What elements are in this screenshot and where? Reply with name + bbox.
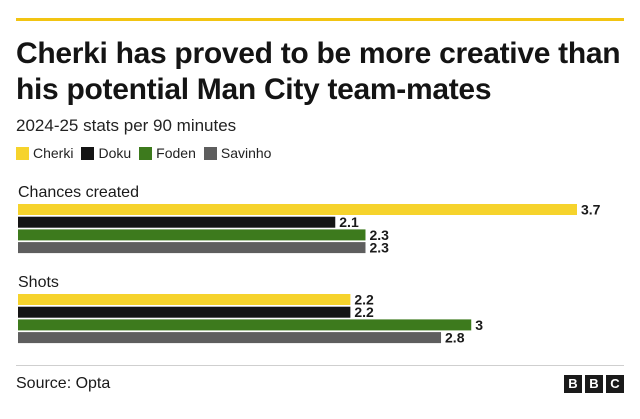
legend-label-cherki: Cherki	[33, 145, 74, 161]
source-note: Source: Opta	[16, 375, 111, 392]
legend-swatch-doku	[81, 146, 95, 160]
group-label-chances-created: Chances created	[18, 184, 139, 201]
value-label-shots-foden: 3	[475, 317, 483, 333]
chart-subtitle: 2024-25 stats per 90 minutes	[16, 116, 237, 135]
value-label-chances-created-doku: 2.1	[339, 214, 359, 230]
legend-item-foden: Foden	[139, 145, 196, 161]
legend-item-cherki: Cherki	[16, 145, 73, 161]
legend-item-doku: Doku	[81, 145, 131, 161]
value-label-shots-savinho: 2.8	[445, 330, 465, 346]
bar-shots-cherki	[18, 294, 351, 305]
bbc-logo-letter-3: C	[606, 375, 624, 393]
value-label-chances-created-foden: 2.3	[369, 227, 389, 243]
bar-shots-foden	[18, 319, 472, 331]
legend-label-doku: Doku	[98, 145, 132, 161]
legend-swatch-foden	[139, 146, 153, 160]
footer-divider	[16, 365, 624, 366]
group-label-shots: Shots	[18, 274, 59, 291]
bar-chances-created-cherki	[18, 204, 577, 215]
legend-swatch-savinho	[203, 146, 217, 160]
value-label-chances-created-savinho: 2.3	[369, 240, 389, 256]
bar-chances-created-foden	[18, 229, 366, 241]
value-label-chances-created-cherki: 3.7	[581, 202, 601, 218]
bbc-logo-letter-2: B	[585, 375, 603, 393]
legend-label-savinho: Savinho	[220, 145, 272, 161]
chart-title: Cherki has proved to be more creative th…	[16, 37, 621, 106]
legend-label-foden: Foden	[156, 145, 196, 161]
bbc-logo-letter-1: B	[564, 375, 582, 393]
legend-item-savinho: Savinho	[203, 145, 272, 161]
bar-chances-created-doku	[18, 216, 336, 228]
value-label-shots-doku: 2.2	[354, 304, 374, 320]
bar-shots-savinho	[18, 332, 442, 344]
bbc-logo: B B C	[561, 375, 624, 393]
bar-shots-doku	[18, 306, 351, 318]
top-accent-rule	[16, 18, 624, 21]
bar-chances-created-savinho	[18, 242, 366, 254]
legend-swatch-cherki	[16, 146, 29, 160]
value-label-shots-cherki: 2.2	[354, 292, 374, 308]
legend: Cherki Doku Foden Savinho	[16, 145, 279, 161]
